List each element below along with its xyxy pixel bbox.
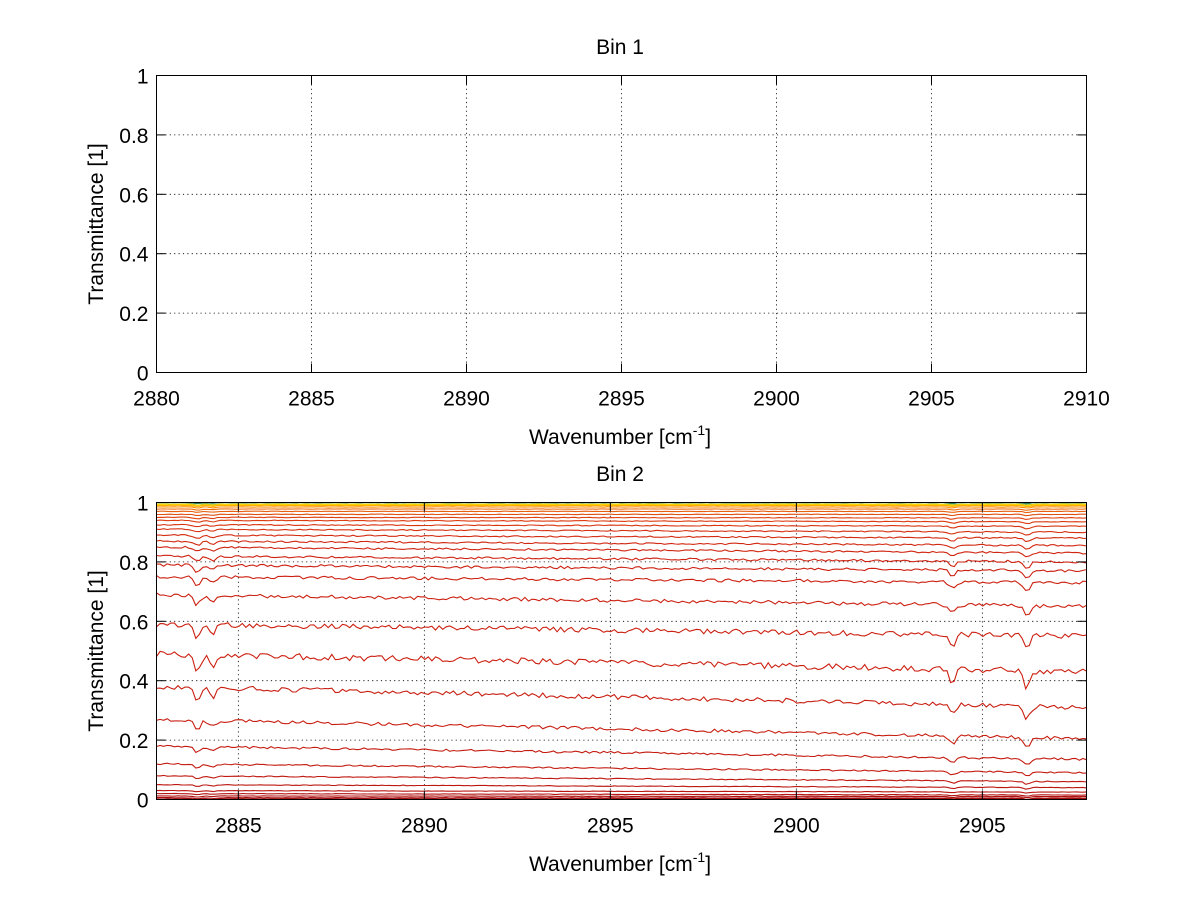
x-tick-label: 2895 [598,388,645,411]
grid [156,75,1087,373]
series-line [156,650,1087,691]
series-line [156,506,1087,509]
x-tick-label: 2895 [587,815,634,838]
y-tick-label: 0.2 [119,730,148,753]
series-line [156,513,1087,517]
y-tick-label: 0.6 [119,184,148,207]
series-line [156,796,1087,800]
y-tick-label: 0 [137,363,149,386]
y-tick-label: 0.2 [119,303,148,326]
series-line [156,744,1087,765]
y-tick-label: 0.4 [119,671,149,694]
axes-title: Bin 1 [596,36,644,59]
series-line [156,792,1087,797]
series-line [156,762,1087,777]
ticks: 2880 2885 2890 2895 2900 2905 2910 0 0.2 0.4 0.6 0.… [119,66,1110,411]
series-line [156,528,1087,536]
series-line [156,523,1087,530]
series-line [156,774,1087,785]
x-tick-label: 2880 [133,388,180,411]
series-line [156,539,1087,550]
axes-title: Bin 2 [596,463,644,486]
y-tick-label: 0.4 [119,244,149,267]
series-line [156,508,1087,511]
series-line [156,519,1087,525]
y-tick-label: 0.6 [119,611,148,634]
series-line [156,510,1087,514]
series-line [156,575,1087,592]
series-line [156,789,1087,794]
series-line [156,503,1087,507]
y-tick-label: 0 [137,790,149,813]
axes-bin-2: Bin 2 2885 2890 2895 2900 2905 0 0.2 0.4 0.6 0.8 1… [85,463,1087,876]
series-line [156,545,1087,558]
plot-lines [156,501,1087,801]
series-line [156,516,1087,520]
x-axis-label: Wavenumber [cm-1] [529,422,711,449]
series-line [156,592,1087,616]
series-line [156,718,1087,747]
series-line [156,684,1087,721]
series-line [156,504,1087,508]
series-line [156,563,1087,579]
ticks: 2885 2890 2895 2900 2905 0 0.2 0.4 0.6 0.8 1 [119,493,1087,838]
y-tick-label: 0.8 [119,552,148,575]
series-line [156,622,1087,648]
x-tick-label: 2890 [401,815,448,838]
x-tick-label: 2890 [443,388,490,411]
x-tick-label: 2885 [215,815,262,838]
x-tick-label: 2900 [753,388,800,411]
series-line [156,554,1087,569]
y-tick-label: 0.8 [119,125,148,148]
y-tick-label: 1 [137,493,149,516]
series-line [156,795,1087,799]
x-tick-label: 2900 [773,815,820,838]
x-tick-label: 2905 [908,388,955,411]
series-line [156,784,1087,790]
axes-frame [156,502,1087,800]
axes-bin-1: Bin 1 2880 2885 2890 2895 2900 2905 2910 0 0.2 0.… [85,36,1110,449]
x-axis-label: Wavenumber [cm-1] [529,849,711,876]
series-line [156,534,1087,543]
y-axis-label: Transmittance [1] [85,570,108,731]
x-tick-label: 2905 [959,815,1006,838]
x-tick-label: 2910 [1063,388,1110,411]
y-tick-label: 1 [137,66,149,89]
grid [156,502,1087,800]
y-axis-label: Transmittance [1] [85,143,108,304]
x-tick-label: 2885 [288,388,335,411]
